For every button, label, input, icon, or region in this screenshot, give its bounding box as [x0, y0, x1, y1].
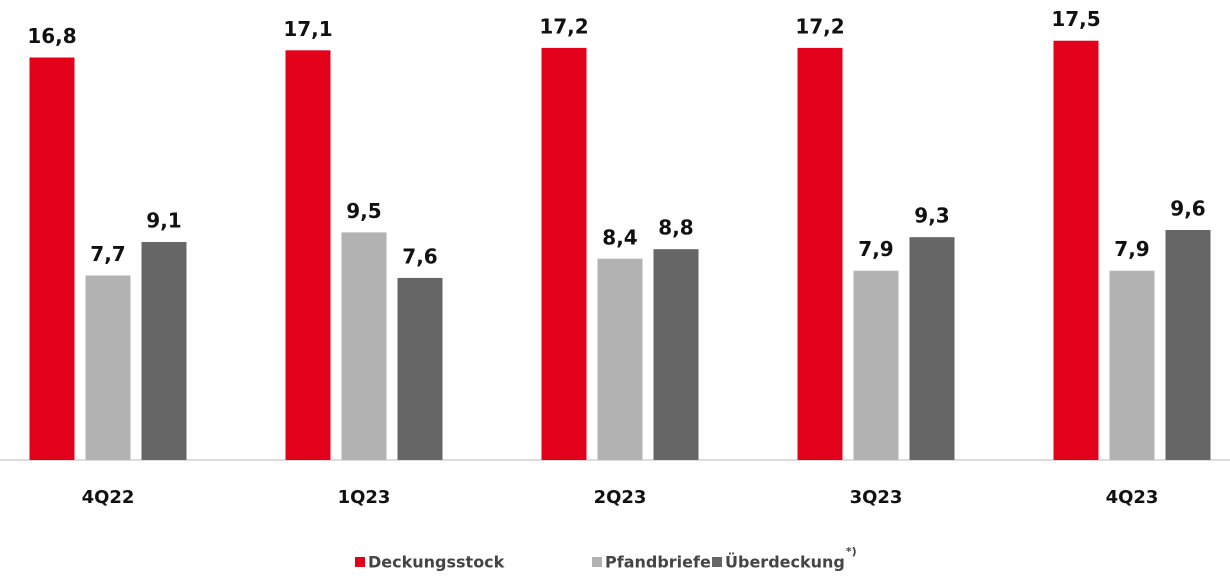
bar — [541, 47, 587, 461]
bar — [1109, 270, 1155, 460]
value-label: 17,1 — [283, 17, 332, 41]
legend-swatch — [592, 557, 602, 567]
value-label: 17,5 — [1051, 7, 1100, 31]
bar — [909, 237, 955, 460]
bar — [285, 50, 331, 460]
bar — [797, 47, 843, 461]
legend-swatch — [355, 557, 365, 567]
bar — [653, 249, 699, 460]
value-label: 9,3 — [914, 204, 949, 228]
value-label: 7,9 — [1114, 237, 1149, 261]
x-tick-label: 2Q23 — [594, 487, 647, 508]
bar — [1053, 40, 1099, 461]
value-label: 17,2 — [795, 14, 844, 38]
x-tick-label: 4Q23 — [1106, 487, 1159, 508]
legend-label: Pfandbriefe — [605, 553, 711, 572]
bar — [141, 241, 187, 460]
value-label: 8,4 — [602, 225, 637, 249]
legend-label: Deckungsstock — [368, 553, 505, 572]
bar — [85, 275, 131, 460]
legend-note: *) — [846, 545, 857, 558]
x-tick-label: 3Q23 — [850, 487, 903, 508]
bar — [597, 258, 643, 460]
legend-label: Überdeckung — [725, 553, 845, 572]
bar — [853, 270, 899, 460]
x-tick-label: 1Q23 — [338, 487, 391, 508]
bar — [341, 232, 387, 460]
value-label: 7,6 — [402, 244, 437, 268]
value-label: 17,2 — [539, 14, 588, 38]
bar — [29, 57, 75, 460]
bar — [397, 277, 443, 460]
value-label: 9,6 — [1170, 197, 1205, 221]
value-label: 7,9 — [858, 237, 893, 261]
value-label: 8,8 — [658, 216, 693, 240]
bar — [1165, 230, 1211, 460]
value-label: 9,1 — [146, 208, 181, 232]
value-label: 7,7 — [90, 242, 125, 266]
legend-swatch — [712, 557, 722, 567]
value-label: 16,8 — [27, 24, 76, 48]
x-tick-label: 4Q22 — [82, 487, 135, 508]
value-label: 9,5 — [346, 199, 381, 223]
